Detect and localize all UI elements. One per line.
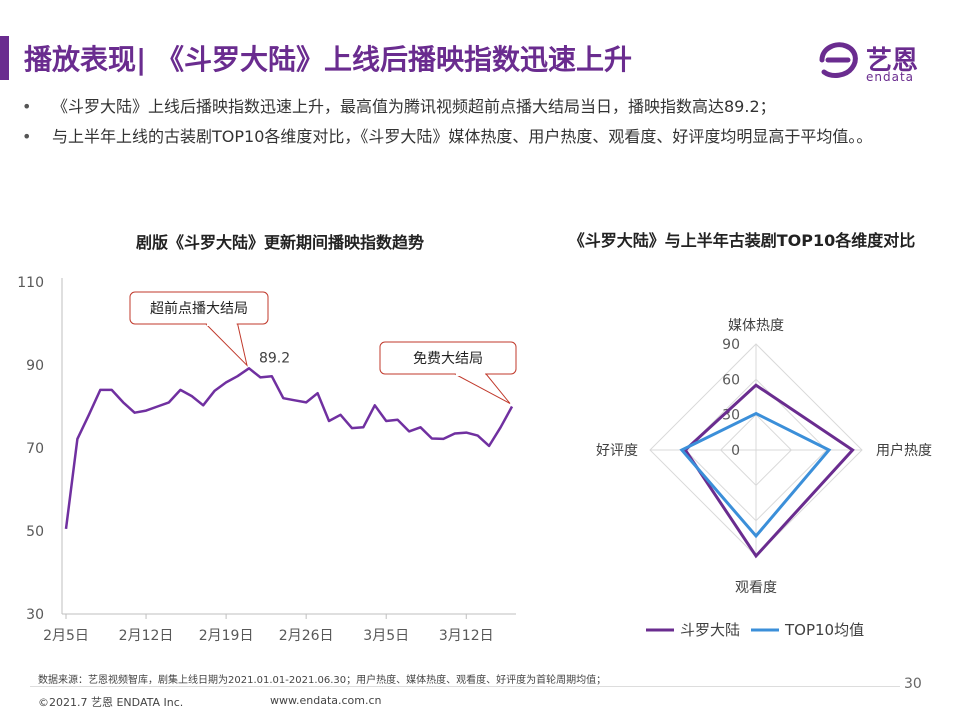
endata-logo-icon (819, 42, 858, 78)
x-tick-label: 2月26日 (279, 628, 334, 644)
y-tick-label: 110 (17, 275, 44, 291)
radar-tick-label: 0 (731, 443, 740, 459)
callout-finale: 免费大结局 (379, 341, 517, 404)
radar-series-shape (683, 383, 855, 559)
peak-value-label: 89.2 (259, 350, 290, 366)
page-number: 30 (904, 676, 922, 692)
logo-text-cn: 艺恩 (866, 46, 919, 76)
line-chart: 30 50 70 90 110 2月5日 2月12日 2月19日 2月26日 3月5日 3月12日 超… (17, 275, 517, 644)
y-tick-label: 70 (26, 441, 44, 457)
x-tick-label: 3月12日 (439, 628, 494, 644)
footer-url[interactable]: www.endata.com.cn (270, 694, 382, 707)
callout-pointer (454, 373, 511, 404)
callout-box (379, 341, 517, 375)
bullet-item: • 《斗罗大陆》上线后播映指数迅速上升，最高值为腾讯视频超前点播大结局当日，播映… (22, 92, 922, 122)
footer-divider (30, 686, 900, 687)
title-accent-bar (0, 36, 9, 80)
callout-peak: 超前点播大结局 (129, 291, 269, 367)
footer-copyright: ©2021.7 艺恩 ENDATA Inc. (38, 696, 184, 709)
y-tick-label: 90 (26, 358, 44, 374)
x-tick-label: 2月19日 (199, 628, 254, 644)
logo-text-en: endata (866, 70, 915, 84)
radar-tick-label: 90 (722, 337, 740, 353)
bullet-text: 与上半年上线的古装剧TOP10各维度对比，《斗罗大陆》媒体热度、用户热度、观看度… (52, 127, 873, 146)
bullet-item: • 与上半年上线的古装剧TOP10各维度对比，《斗罗大陆》媒体热度、用户热度、观… (22, 122, 922, 152)
callout-text: 超前点播大结局 (150, 300, 248, 317)
x-tick-label: 2月5日 (43, 628, 89, 644)
endata-logo: 艺恩 endata (814, 38, 954, 84)
callout-text: 免费大结局 (413, 351, 483, 367)
line-chart-title: 剧版《斗罗大陆》更新期间播映指数趋势 (135, 233, 424, 252)
radar-series-shape (679, 411, 832, 539)
page-title: 播放表现| 《斗罗大陆》上线后播映指数迅速上升 (24, 43, 632, 76)
radar-axis-label: 用户热度 (876, 442, 932, 459)
x-tick-label: 2月12日 (119, 628, 174, 644)
legend-label: TOP10均值 (784, 621, 864, 639)
callout-joint (206, 322, 237, 326)
y-tick-label: 50 (26, 524, 44, 540)
bullet-marker: • (22, 97, 32, 116)
footer-source: 数据来源：艺恩视频智库，剧集上线日期为2021.01.01-2021.06.30… (38, 675, 607, 686)
callout-pointer (205, 323, 248, 367)
radar-axis-label: 好评度 (596, 443, 638, 459)
radar-axis-label: 媒体热度 (728, 318, 784, 334)
summary-bullets: • 《斗罗大陆》上线后播映指数迅速上升，最高值为腾讯视频超前点播大结局当日，播映… (22, 92, 922, 152)
radar-chart-title: 《斗罗大陆》与上半年古装剧TOP10各维度对比 (568, 231, 916, 250)
y-tick-label: 30 (26, 607, 44, 623)
radar-axis-label: 观看度 (735, 580, 777, 596)
callout-joint (455, 372, 486, 376)
bullet-text: 《斗罗大陆》上线后播映指数迅速上升，最高值为腾讯视频超前点播大结局当日，播映指数… (52, 97, 776, 116)
callout-box (129, 291, 269, 325)
radar-tick-label: 60 (722, 372, 740, 388)
bullet-marker: • (22, 127, 32, 146)
legend-label: 斗罗大陆 (680, 621, 740, 639)
series-line (64, 367, 514, 530)
x-tick-label: 3月5日 (363, 628, 409, 644)
